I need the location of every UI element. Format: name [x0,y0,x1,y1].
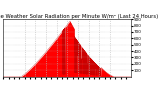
Title: Milwaukee Weather Solar Radiation per Minute W/m² (Last 24 Hours): Milwaukee Weather Solar Radiation per Mi… [0,14,158,19]
